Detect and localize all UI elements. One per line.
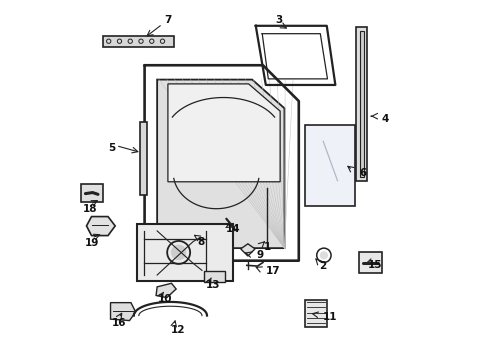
Text: 14: 14 — [226, 225, 241, 234]
Text: 12: 12 — [171, 325, 185, 335]
Polygon shape — [157, 80, 285, 248]
Bar — [356, 27, 367, 181]
Text: 8: 8 — [197, 237, 205, 247]
Text: 6: 6 — [360, 168, 367, 178]
Bar — [81, 184, 103, 202]
Polygon shape — [305, 126, 355, 206]
Bar — [137, 225, 233, 281]
Text: 7: 7 — [164, 15, 171, 26]
Polygon shape — [111, 303, 136, 320]
Text: 3: 3 — [275, 15, 283, 26]
Polygon shape — [204, 271, 225, 282]
Text: 16: 16 — [112, 318, 126, 328]
Text: 11: 11 — [323, 312, 338, 322]
Text: 18: 18 — [83, 204, 98, 215]
Polygon shape — [87, 217, 115, 235]
Text: 1: 1 — [264, 242, 271, 252]
Text: 4: 4 — [381, 114, 389, 124]
Circle shape — [320, 252, 327, 259]
Text: 17: 17 — [266, 266, 280, 276]
Bar — [360, 31, 365, 177]
Text: 5: 5 — [108, 143, 115, 153]
Circle shape — [172, 245, 186, 260]
Bar — [103, 36, 174, 46]
Text: 2: 2 — [319, 261, 327, 271]
Polygon shape — [168, 84, 280, 182]
Polygon shape — [156, 283, 176, 298]
Polygon shape — [241, 244, 255, 256]
Text: 13: 13 — [206, 280, 220, 290]
Text: 9: 9 — [257, 250, 264, 260]
Bar — [305, 300, 327, 327]
Bar — [359, 252, 382, 273]
Text: 19: 19 — [84, 238, 98, 248]
Bar — [140, 122, 147, 195]
Text: 10: 10 — [158, 294, 172, 304]
Text: 15: 15 — [368, 260, 382, 270]
